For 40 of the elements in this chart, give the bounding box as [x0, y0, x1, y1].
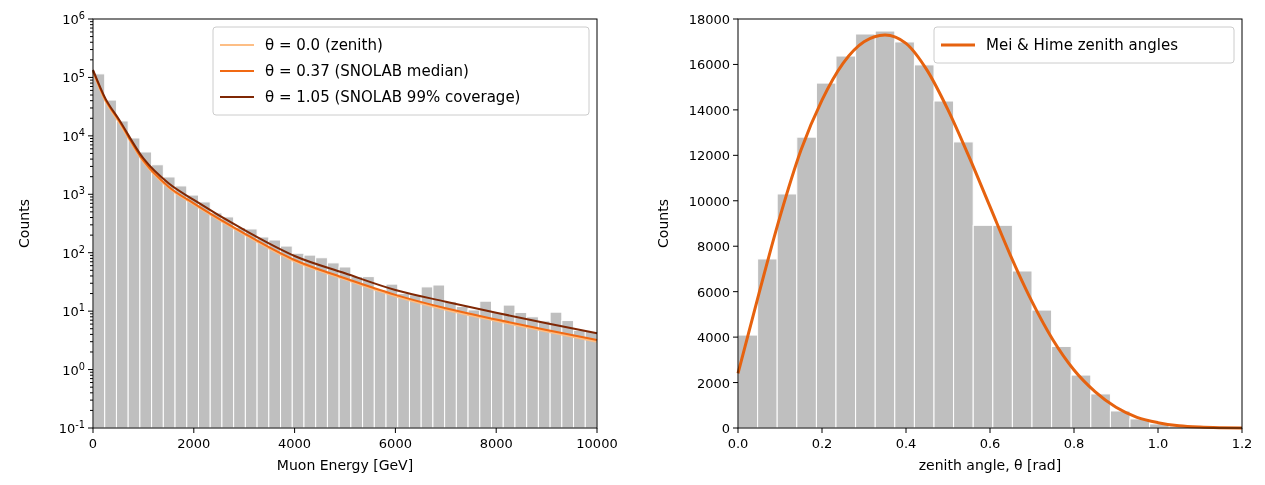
y-tick-label: 8000	[696, 239, 730, 255]
y-tick-label: 6000	[696, 284, 730, 300]
x-tick-label: 0.6	[979, 436, 1001, 451]
x-tick-label: 6000	[378, 436, 412, 451]
y-tick-label: 10000	[688, 193, 730, 209]
y-tick-label: 10$^{1}$	[62, 301, 85, 320]
y-tick-label: 0	[721, 421, 730, 436]
x-axis-title: zenith angle, θ [rad]	[918, 457, 1062, 473]
y-tick-label: 14000	[688, 102, 730, 118]
y-tick-label: 10$^{0}$	[62, 360, 85, 378]
y-axis-title: Counts	[655, 199, 671, 248]
y-tick-label: 12000	[688, 148, 730, 164]
x-tick-label: 1.0	[1147, 436, 1169, 451]
legend-label: θ = 1.05 (SNOLAB 99% coverage)	[265, 88, 521, 106]
legend-label: θ = 0.37 (SNOLAB median)	[265, 62, 469, 80]
legend-label: Mei & Hime zenith angles	[986, 36, 1179, 54]
y-tick-label: 2000	[696, 375, 730, 391]
y-tick-label: 10$^{6}$	[62, 9, 85, 27]
y-tick-label: 10$^{-1}$	[58, 418, 85, 436]
y-tick-label: 10$^{5}$	[62, 67, 85, 86]
y-tick-label: 4000	[696, 330, 730, 346]
y-tick-label: 18000	[688, 12, 730, 27]
x-tick-label: 10000	[576, 436, 618, 451]
x-tick-label: 0.0	[727, 436, 749, 451]
x-tick-label: 0.8	[1063, 436, 1085, 451]
x-tick-label: 0.2	[811, 436, 833, 451]
line-series	[736, 33, 1244, 430]
x-tick-label: 4000	[278, 436, 312, 451]
x-tick-label: 8000	[479, 436, 513, 451]
x-tick-label: 1.2	[1231, 436, 1253, 451]
y-tick-label: 10$^{3}$	[62, 184, 85, 203]
legend-label: θ = 0.0 (zenith)	[265, 36, 383, 54]
x-axis-title: Muon Energy [GeV]	[276, 457, 414, 473]
x-tick-label: 2000	[177, 436, 211, 451]
y-tick-label: 10$^{4}$	[62, 126, 85, 144]
x-tick-label: 0.4	[895, 436, 917, 451]
y-tick-label: 16000	[688, 57, 730, 73]
x-tick-label: 0	[88, 436, 98, 451]
y-tick-label: 10$^{2}$	[62, 243, 85, 261]
y-axis-title: Counts	[16, 199, 32, 248]
